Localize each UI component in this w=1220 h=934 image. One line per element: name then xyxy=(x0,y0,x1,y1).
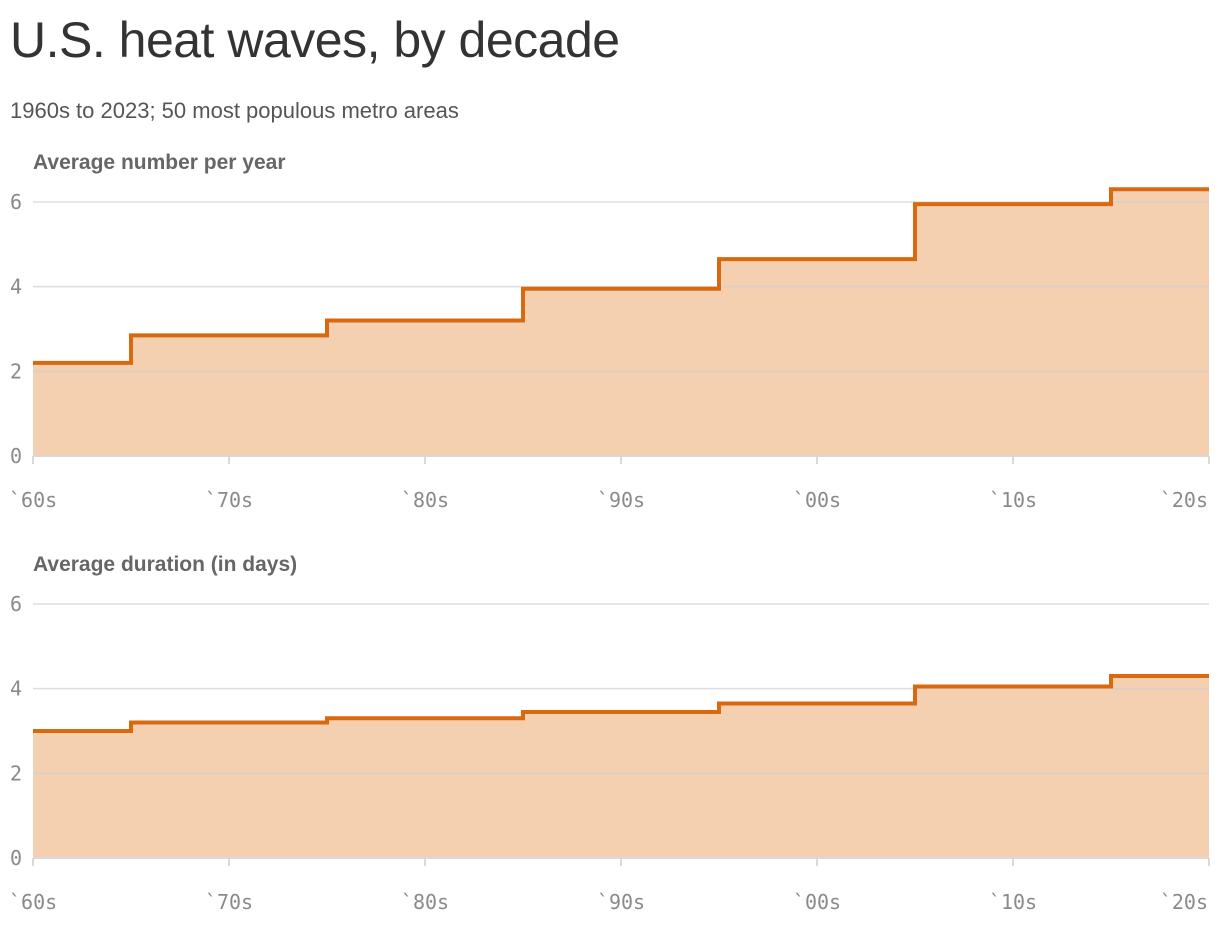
panel-1-x-tick-label: `90s xyxy=(597,488,645,512)
panel-2-y-tick-label: 6 xyxy=(10,592,22,616)
panel-1-y-tick-label: 2 xyxy=(10,359,22,383)
panel-1-x-tick-label: `70s xyxy=(205,488,253,512)
chart-subtitle: 1960s to 2023; 50 most populous metro ar… xyxy=(10,98,459,123)
panel-1-x-tick-label: `10s xyxy=(989,488,1037,512)
panel-2-x-tick-label: `70s xyxy=(205,890,253,914)
panel-1-y-tick-label: 6 xyxy=(10,190,22,214)
panel-1-x-tick-label: `20s xyxy=(1160,488,1208,512)
panel-2-label: Average duration (in days) xyxy=(33,553,297,576)
panel-1-step-line xyxy=(33,187,1209,365)
panel-1-x-tick-label: `60s xyxy=(9,488,57,512)
panel-2-step-line xyxy=(33,674,1209,733)
panel-2-x-tick-label: `80s xyxy=(401,890,449,914)
panel-2-x-tick-label: `00s xyxy=(793,890,841,914)
panel-1-x-tick-label: `80s xyxy=(401,488,449,512)
panel-2-y-tick-label: 4 xyxy=(10,677,22,701)
panel-1-y-tick-label: 4 xyxy=(10,275,22,299)
panel-2-y-tick-label: 2 xyxy=(10,761,22,785)
panel-1-label: Average number per year xyxy=(33,151,286,174)
panel-1-area xyxy=(33,189,1209,457)
panel-2-area xyxy=(33,676,1209,858)
chart-title: U.S. heat waves, by decade xyxy=(10,12,620,68)
panel-2-x-tick-label: `90s xyxy=(597,890,645,914)
panel-2-y-tick-label: 0 xyxy=(10,846,22,870)
panel-1-y-tick-label: 0 xyxy=(10,444,22,468)
panel-2-x-tick-label: `60s xyxy=(9,890,57,914)
panel-2-x-tick-label: `20s xyxy=(1160,890,1208,914)
panel-1-x-tick-label: `00s xyxy=(793,488,841,512)
panel-2-x-tick-label: `10s xyxy=(989,890,1037,914)
